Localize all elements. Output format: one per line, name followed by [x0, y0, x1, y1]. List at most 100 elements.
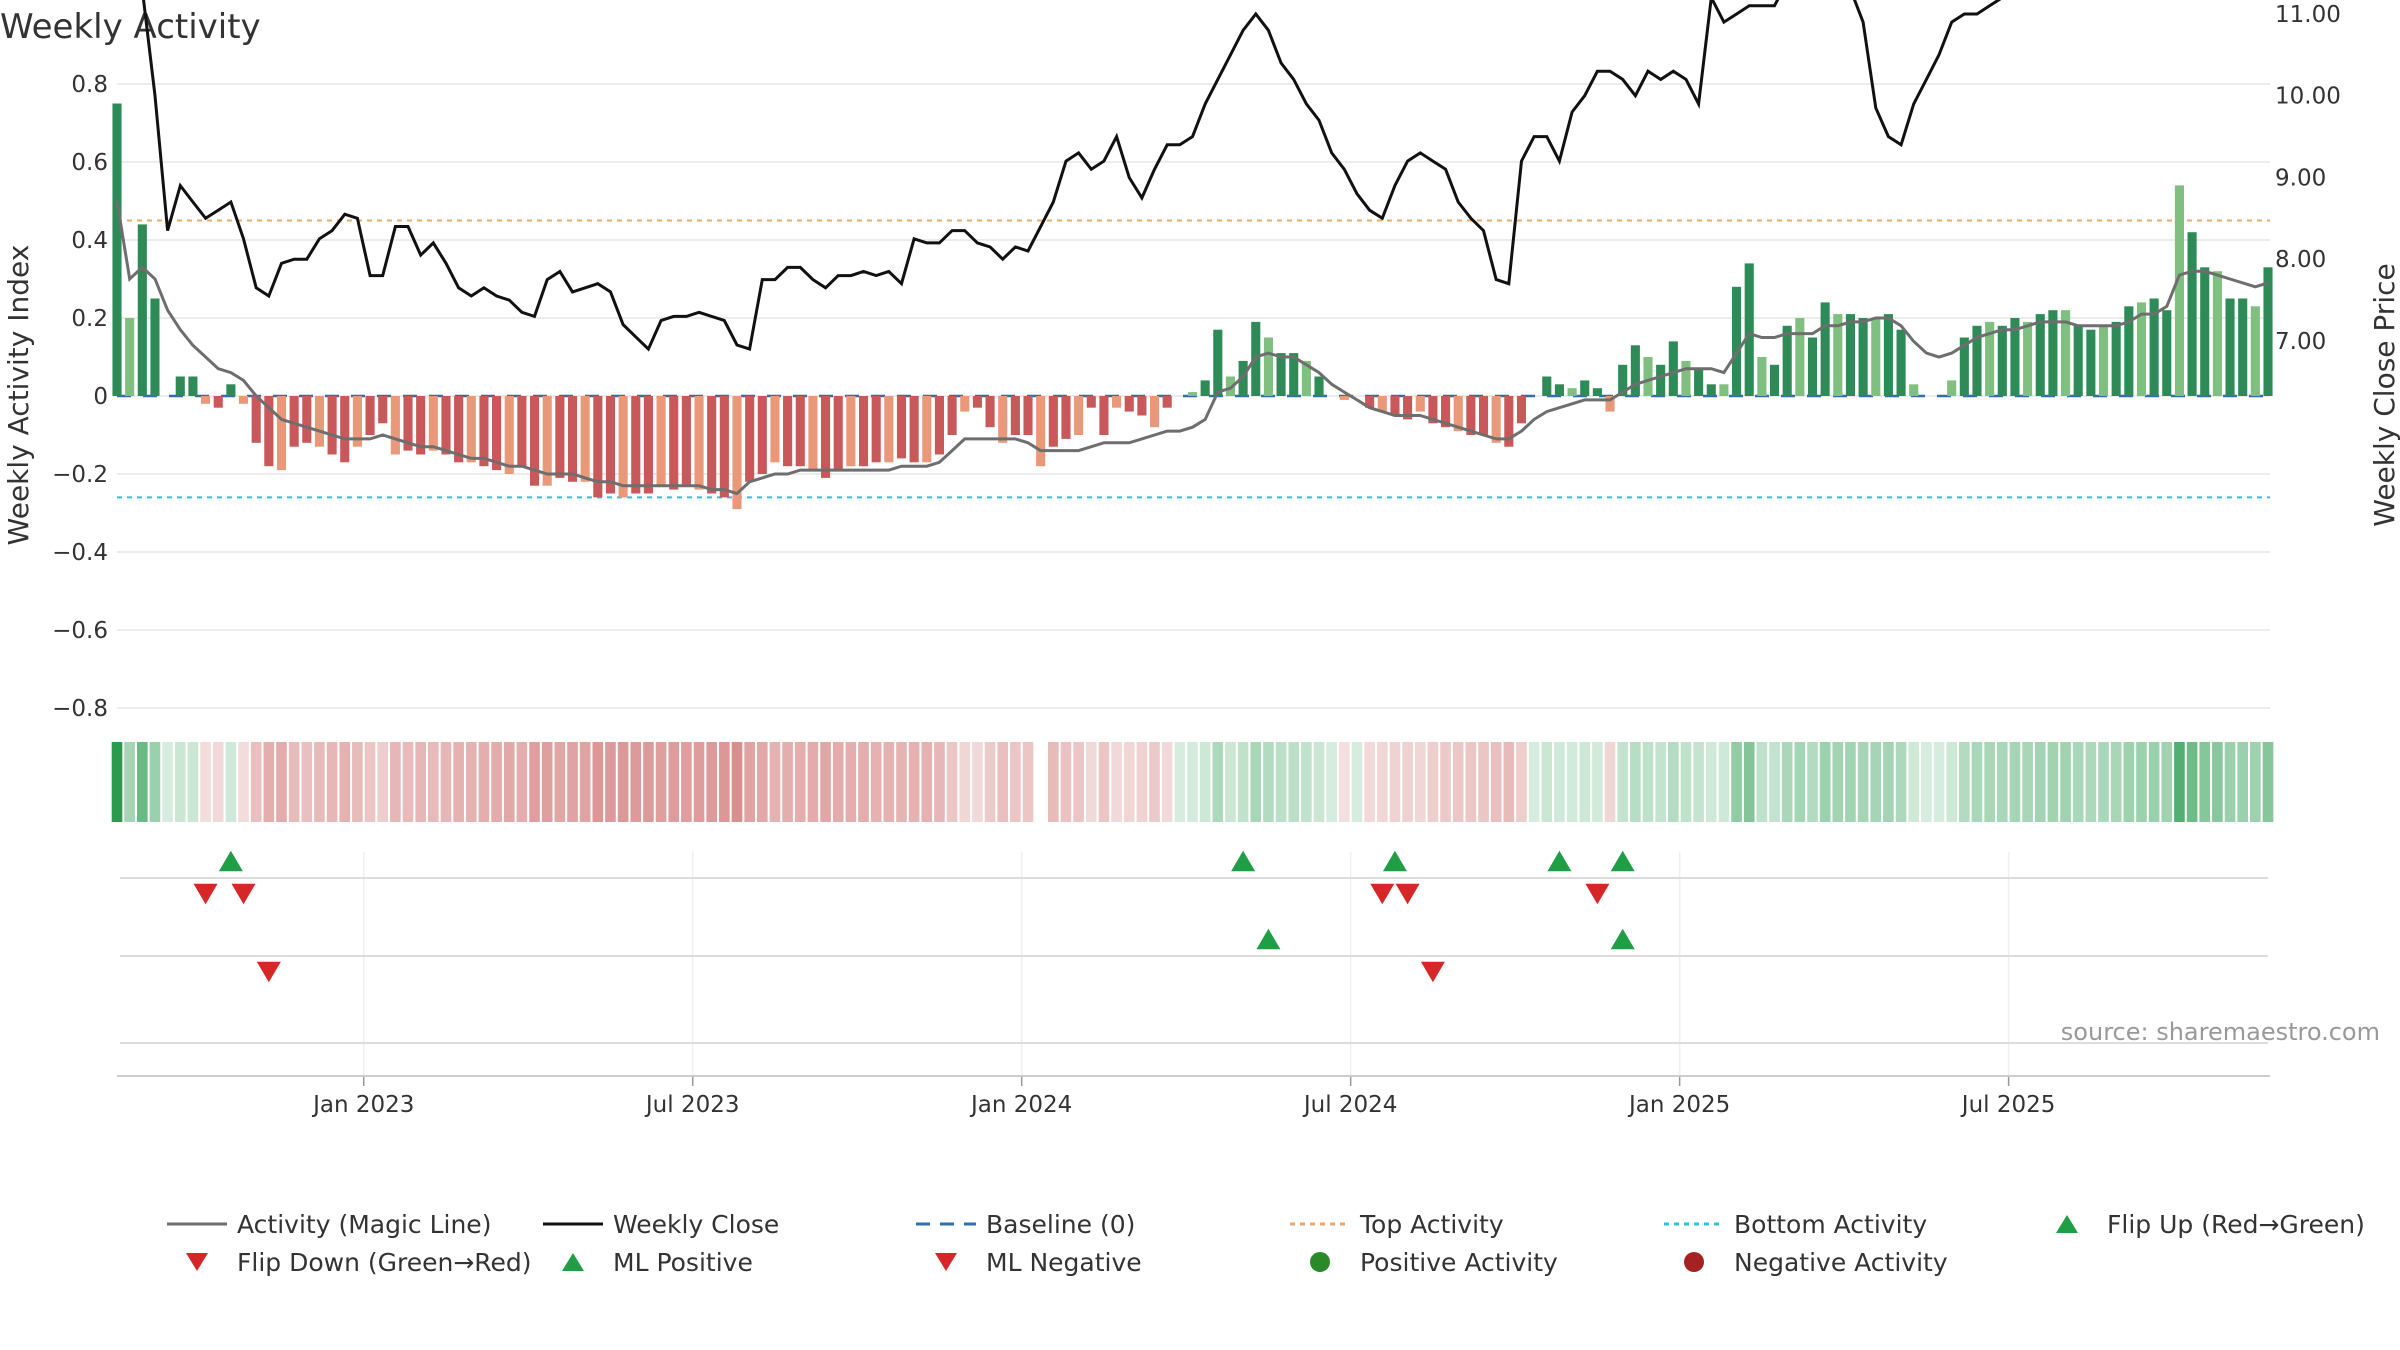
heat-strip-cell	[1743, 742, 1755, 822]
heat-strip-cell	[1313, 742, 1325, 822]
activity-bar	[1985, 321, 1995, 396]
heat-strip-cell	[1933, 742, 1945, 822]
activity-bar	[1706, 384, 1716, 396]
y-axis-label: Weekly Activity Index	[2, 245, 35, 546]
heat-strip-cell	[1123, 742, 1135, 822]
activity-bar	[972, 396, 982, 408]
heat-strip-cell	[1364, 742, 1375, 822]
activity-bar	[2010, 318, 2020, 396]
activity-bar	[1605, 396, 1615, 412]
legend-label: Bottom Activity	[1734, 1210, 1927, 1239]
activity-bar	[593, 396, 603, 498]
legend-swatch	[186, 1253, 208, 1271]
heat-strip-cell	[1592, 742, 1603, 822]
heat-strip-cell	[883, 742, 895, 822]
legend-label: ML Positive	[613, 1248, 753, 1277]
heat-strip-cell	[731, 742, 743, 822]
activity-bar	[1415, 396, 1425, 412]
heat-strip-cell	[1427, 742, 1439, 822]
heat-strip-cell	[2199, 742, 2211, 822]
activity-bar	[1365, 396, 1375, 408]
activity-heat-strip	[111, 742, 2274, 822]
heat-strip-cell	[1199, 742, 1211, 822]
activity-bar	[1390, 396, 1400, 416]
activity-bar	[1453, 396, 1463, 432]
activity-bar	[745, 396, 755, 482]
heat-strip-cell	[1440, 742, 1451, 822]
heat-strip-cell	[1971, 742, 1983, 822]
legend-label: Positive Activity	[1360, 1248, 1558, 1277]
y-tick-label: 0.2	[71, 306, 108, 332]
activity-bar	[1592, 388, 1602, 396]
activity-bar	[2212, 271, 2222, 396]
activity-bar	[1301, 360, 1311, 396]
activity-bar	[1516, 396, 1527, 424]
flip-up-marker	[1547, 850, 1572, 872]
activity-bar	[960, 396, 970, 412]
flip-down-marker	[193, 883, 218, 905]
flip-down-marker	[1370, 883, 1395, 905]
activity-bar	[1276, 353, 1286, 396]
heat-strip-cell	[820, 742, 831, 822]
activity-bar	[137, 224, 147, 396]
activity-bar	[2162, 310, 2172, 396]
activity-bar	[2200, 267, 2210, 396]
activity-bar	[2048, 310, 2058, 396]
legend-label: Baseline (0)	[986, 1210, 1135, 1239]
heat-strip-cell	[402, 742, 414, 822]
legend-label: Flip Up (Red→Green)	[2107, 1210, 2365, 1239]
heat-strip-cell	[744, 742, 755, 822]
heat-strip-cell	[1111, 742, 1122, 822]
heat-strip-cell	[1478, 742, 1489, 822]
activity-bar	[1061, 396, 1071, 439]
heat-strip-cell	[453, 742, 464, 822]
activity-bar	[542, 396, 552, 486]
heat-strip-cell	[2009, 742, 2021, 822]
activity-bar	[871, 396, 881, 463]
heat-strip-cell	[1845, 742, 1856, 822]
heat-strip-cell	[1503, 742, 1515, 822]
activity-bar	[1504, 396, 1514, 447]
activity-bar	[201, 396, 211, 404]
heat-strip-cell	[2072, 742, 2084, 822]
activity-bar	[555, 396, 565, 478]
activity-bar	[1694, 368, 1704, 396]
heat-strip-cell	[617, 742, 629, 822]
heat-strip-cell	[807, 742, 819, 822]
activity-bar	[226, 384, 236, 396]
legend-swatch	[2056, 1215, 2078, 1233]
activity-bar	[1542, 376, 1552, 396]
x-tick-label: Jul 2025	[1960, 1092, 2056, 1118]
heat-strip-cell	[567, 742, 578, 822]
activity-bar	[416, 396, 426, 455]
heat-strip-cell	[390, 742, 401, 822]
flip-up-marker	[1231, 850, 1256, 872]
activity-bar	[1314, 376, 1324, 396]
activity-bar	[403, 396, 413, 451]
activity-bar	[2060, 310, 2071, 396]
legend-label: Flip Down (Green→Red)	[237, 1248, 532, 1277]
activity-bar	[656, 396, 666, 486]
heat-strip-cell	[1781, 742, 1793, 822]
y2-axis-label: Weekly Close Price	[2368, 263, 2400, 526]
heat-strip-cell	[1756, 742, 1768, 822]
activity-bar	[580, 396, 590, 482]
activity-bar	[1972, 325, 1982, 396]
heat-strip-cell	[1832, 742, 1844, 822]
y-tick-label: 0.8	[71, 72, 108, 98]
heat-strip-cell	[972, 742, 983, 822]
heat-strip-cell	[1212, 742, 1224, 822]
heat-strip-cell	[1402, 742, 1413, 822]
activity-bar	[352, 396, 362, 447]
legend-swatch	[935, 1253, 957, 1271]
heat-strip-cell	[529, 742, 540, 822]
heat-strip-cell	[1098, 742, 1110, 822]
activity-bar	[125, 318, 135, 396]
heat-strip-cell	[1883, 742, 1894, 822]
ml-negative-marker	[1420, 961, 1445, 983]
activity-bar	[2124, 306, 2134, 396]
heat-strip-cell	[2034, 742, 2046, 822]
heat-strip-cell	[1667, 742, 1679, 822]
heat-strip-cell	[238, 742, 249, 822]
heat-strip-cell	[1022, 742, 1034, 822]
